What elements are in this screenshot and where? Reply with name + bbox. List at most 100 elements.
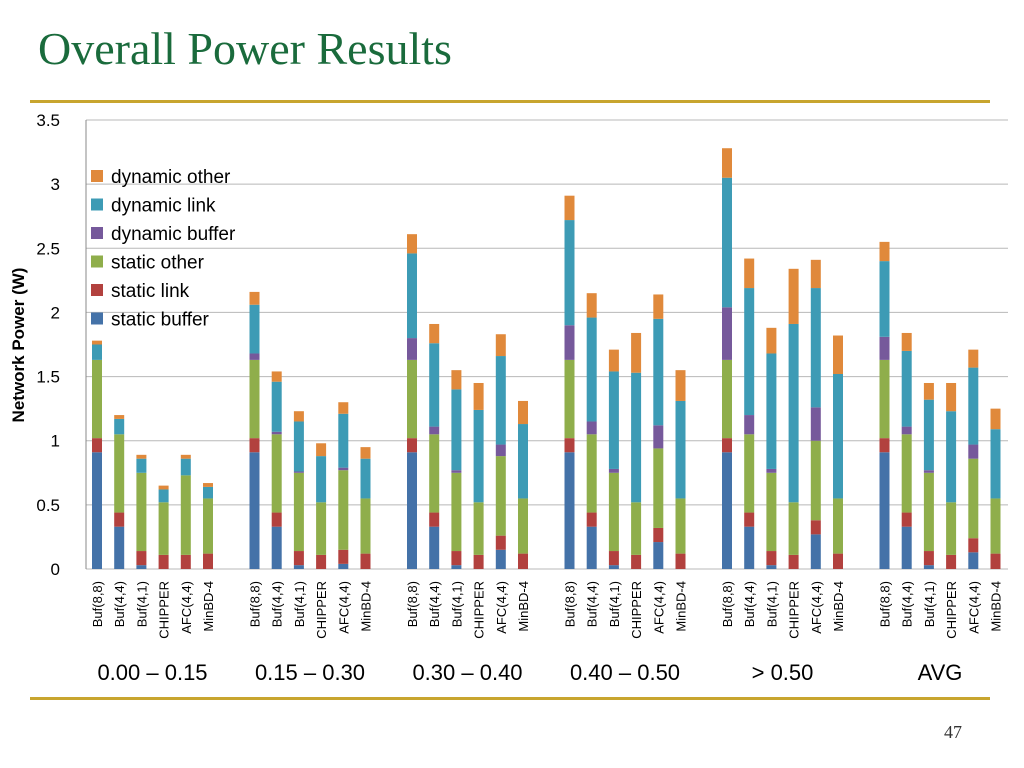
bar-segment-static-link: [833, 553, 843, 569]
bar-segment-static-link: [564, 438, 575, 453]
bar-segment-static-buffer: [114, 526, 125, 569]
bar-segment-static-other: [495, 456, 506, 536]
x-tick-label: Buf(4,1): [764, 581, 779, 627]
y-tick-label: 0: [51, 560, 60, 579]
y-tick-label: 0.5: [36, 496, 60, 515]
bar-segment-dynamic-link: [136, 458, 147, 473]
bar-segment-static-buffer: [249, 452, 260, 569]
x-tick-label: Buf(4,4): [427, 581, 442, 627]
y-tick-label: 2.5: [36, 239, 60, 258]
bar-segment-static-link: [429, 512, 440, 527]
bar-segment-static-link: [136, 551, 147, 566]
y-tick-label: 3.5: [36, 111, 60, 130]
bar-segment-static-link: [407, 438, 417, 453]
bar-segment-dynamic-buffer: [564, 325, 575, 360]
bar-segment-static-buffer: [653, 542, 664, 569]
bar-segment-dynamic-other: [338, 402, 349, 414]
bar-segment-dynamic-other: [158, 485, 169, 490]
bar-segment-static-other: [722, 359, 732, 439]
bar-segment-static-buffer: [810, 534, 821, 569]
x-tick-label: Buf(8,8): [248, 581, 263, 627]
legend-label: dynamic buffer: [111, 224, 236, 245]
y-tick-label: 3: [51, 175, 60, 194]
bar-segment-dynamic-other: [203, 483, 213, 487]
x-tick-label: Buf(8,8): [405, 581, 420, 627]
bar-segment-dynamic-link: [316, 456, 327, 503]
bar-segment-dynamic-link: [407, 253, 417, 339]
legend-swatch-static-link: [91, 284, 103, 296]
bar-segment-static-buffer: [879, 452, 890, 569]
bar-segment-dynamic-buffer: [429, 426, 440, 435]
x-tick-label: MinBD-4: [516, 581, 531, 632]
bar-segment-static-other: [203, 498, 213, 554]
bar-segment-static-link: [631, 554, 642, 569]
bar-segment-static-other: [451, 472, 462, 552]
bar-segment-static-other: [990, 498, 1001, 554]
bar-segment-dynamic-link: [675, 400, 686, 499]
x-tick-label: CHIPPER: [314, 581, 329, 639]
x-tick-label: MinBD-4: [201, 581, 216, 632]
x-tick-label: AFC(4,4): [494, 581, 509, 634]
bar-segment-dynamic-other: [429, 323, 440, 344]
bar-segment-static-link: [990, 553, 1001, 569]
bar-segment-dynamic-link: [788, 323, 799, 503]
bar-segment-dynamic-other: [722, 148, 732, 178]
bar-segment-static-link: [810, 520, 821, 535]
bar-segment-static-buffer: [293, 565, 304, 569]
bar-segment-static-other: [653, 448, 664, 528]
bar-segment-static-other: [879, 359, 890, 439]
legend-swatch-dynamic-link: [91, 198, 103, 211]
bar-segment-dynamic-link: [271, 381, 282, 432]
legend-label: static other: [111, 253, 205, 274]
x-tick-label: MinBD-4: [989, 581, 1004, 632]
bar-segment-dynamic-link: [360, 458, 371, 499]
bar-segment-static-link: [766, 551, 777, 566]
bar-segment-static-link: [675, 553, 686, 569]
bar-segment-dynamic-other: [833, 335, 843, 375]
bar-segment-dynamic-other: [788, 268, 799, 324]
bar-segment-static-other: [429, 434, 440, 513]
bar-segment-dynamic-link: [495, 356, 506, 445]
x-tick-label: Buf(4,1): [134, 581, 149, 627]
bar-segment-static-link: [968, 538, 979, 553]
bar-segment-static-other: [833, 498, 843, 554]
bar-segment-static-link: [788, 554, 799, 569]
bar-segment-dynamic-link: [923, 399, 934, 471]
bar-segment-dynamic-other: [564, 195, 575, 221]
bar-segment-dynamic-link: [608, 371, 619, 469]
bar-segment-static-other: [360, 498, 371, 554]
bar-segment-dynamic-other: [293, 411, 304, 422]
bar-segment-static-other: [158, 502, 169, 555]
bar-segment-static-other: [136, 472, 147, 552]
bar-segment-static-buffer: [271, 526, 282, 569]
bar-segment-dynamic-buffer: [923, 470, 934, 473]
bar-segment-dynamic-link: [901, 350, 912, 427]
bar-segment-static-link: [946, 554, 957, 569]
bar-segment-dynamic-other: [518, 400, 528, 425]
bar-segment-static-link: [744, 512, 755, 527]
bar-segment-dynamic-buffer: [744, 415, 755, 435]
bar-segment-static-other: [901, 434, 912, 513]
bar-segment-static-buffer: [608, 565, 619, 569]
legend-swatch-static-other: [91, 255, 103, 268]
bar-segment-dynamic-link: [249, 304, 260, 354]
bar-segment-dynamic-other: [180, 454, 191, 459]
bar-segment-dynamic-link: [946, 411, 957, 503]
bar-segment-static-link: [316, 554, 327, 569]
bar-segment-dynamic-other: [495, 334, 506, 357]
x-tick-label: CHIPPER: [787, 581, 802, 639]
bar-segment-dynamic-other: [744, 258, 755, 289]
x-tick-label: AFC(4,4): [966, 581, 981, 634]
bar-segment-dynamic-other: [608, 349, 619, 372]
bar-segment-static-link: [722, 438, 732, 453]
bar-segment-static-other: [114, 434, 125, 513]
bar-segment-dynamic-link: [586, 317, 597, 422]
bar-segment-static-buffer: [407, 452, 417, 569]
x-tick-label: CHIPPER: [157, 581, 172, 639]
bar-segment-dynamic-other: [451, 370, 462, 390]
slide-title: Overall Power Results: [38, 23, 452, 74]
bar-segment-static-link: [271, 512, 282, 527]
bar-segment-dynamic-link: [968, 367, 979, 445]
bar-segment-dynamic-link: [203, 486, 213, 499]
bottom-divider: [30, 697, 990, 700]
